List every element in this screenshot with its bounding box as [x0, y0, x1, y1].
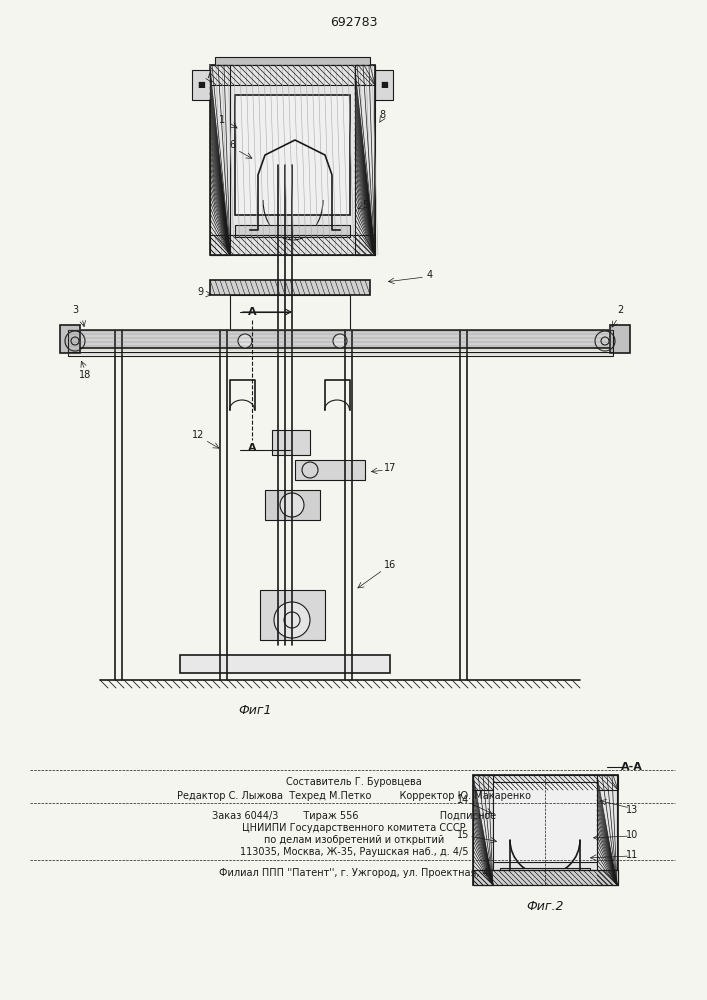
- Circle shape: [280, 493, 304, 517]
- Text: 15: 15: [457, 830, 469, 840]
- Text: А-А: А-А: [621, 762, 643, 772]
- Bar: [210, 65, 375, 85]
- Text: 17: 17: [384, 463, 396, 473]
- Bar: [473, 775, 493, 885]
- Bar: [210, 65, 230, 255]
- Text: по делам изобретений и открытий: по делам изобретений и открытий: [264, 835, 444, 845]
- Text: ■: ■: [380, 81, 388, 90]
- Text: 12: 12: [192, 430, 204, 440]
- Text: 6: 6: [229, 140, 235, 150]
- Bar: [597, 775, 617, 885]
- Circle shape: [333, 334, 347, 348]
- Text: 10: 10: [626, 830, 638, 840]
- Text: 692783: 692783: [330, 15, 378, 28]
- Text: 113035, Москва, Ж-35, Раушская наб., д. 4/5: 113035, Москва, Ж-35, Раушская наб., д. …: [240, 847, 468, 857]
- Bar: [355, 65, 375, 255]
- Bar: [473, 870, 618, 885]
- Text: 11: 11: [626, 850, 638, 860]
- Text: Составитель Г. Буровцева: Составитель Г. Буровцева: [286, 777, 422, 787]
- Text: Филиал ППП ''Патент'', г. Ужгород, ул. Проектная, 4: Филиал ППП ''Патент'', г. Ужгород, ул. П…: [219, 868, 489, 878]
- Text: 9: 9: [197, 287, 203, 297]
- Bar: [215, 57, 370, 65]
- Text: 3: 3: [72, 305, 78, 315]
- Bar: [68, 330, 613, 352]
- Bar: [210, 235, 375, 255]
- Text: 7: 7: [205, 70, 211, 80]
- Text: ЦНИИПИ Государственного комитета СССР: ЦНИИПИ Государственного комитета СССР: [243, 823, 466, 833]
- Bar: [260, 590, 325, 640]
- Bar: [473, 870, 618, 885]
- Text: Заказ 6044/3        Тираж 556                          Подписное: Заказ 6044/3 Тираж 556 Подписное: [212, 811, 496, 821]
- Bar: [493, 782, 597, 862]
- Text: 18: 18: [79, 370, 91, 380]
- Bar: [68, 330, 613, 348]
- Text: Фиг.2: Фиг.2: [526, 900, 563, 914]
- Bar: [272, 430, 310, 455]
- Bar: [230, 295, 350, 330]
- Bar: [473, 775, 618, 885]
- Bar: [295, 460, 365, 480]
- Bar: [473, 775, 618, 790]
- Bar: [210, 280, 370, 295]
- Bar: [68, 330, 613, 356]
- Circle shape: [238, 334, 252, 348]
- Bar: [500, 868, 590, 876]
- Text: 4: 4: [427, 270, 433, 280]
- Bar: [192, 70, 210, 100]
- Text: 16: 16: [384, 560, 396, 570]
- Bar: [210, 65, 375, 255]
- Text: 1: 1: [219, 115, 225, 125]
- Text: 14: 14: [457, 795, 469, 805]
- Text: 5: 5: [362, 200, 368, 210]
- Text: 2: 2: [617, 305, 623, 315]
- Bar: [235, 95, 350, 215]
- Circle shape: [274, 602, 310, 638]
- Text: 13: 13: [626, 805, 638, 815]
- Text: ■: ■: [197, 81, 205, 90]
- Text: 8: 8: [379, 110, 385, 120]
- Text: Редактор С. Лыжова  Техред М.Петко         Корректор Ю. Макаренко: Редактор С. Лыжова Техред М.Петко Коррек…: [177, 791, 531, 801]
- Bar: [265, 490, 320, 520]
- Bar: [610, 325, 630, 353]
- Text: А: А: [247, 307, 257, 317]
- Bar: [235, 225, 350, 237]
- Bar: [60, 325, 80, 353]
- Text: Фиг1: Фиг1: [238, 704, 271, 716]
- Bar: [180, 655, 390, 673]
- Bar: [375, 70, 393, 100]
- Text: А: А: [247, 443, 257, 453]
